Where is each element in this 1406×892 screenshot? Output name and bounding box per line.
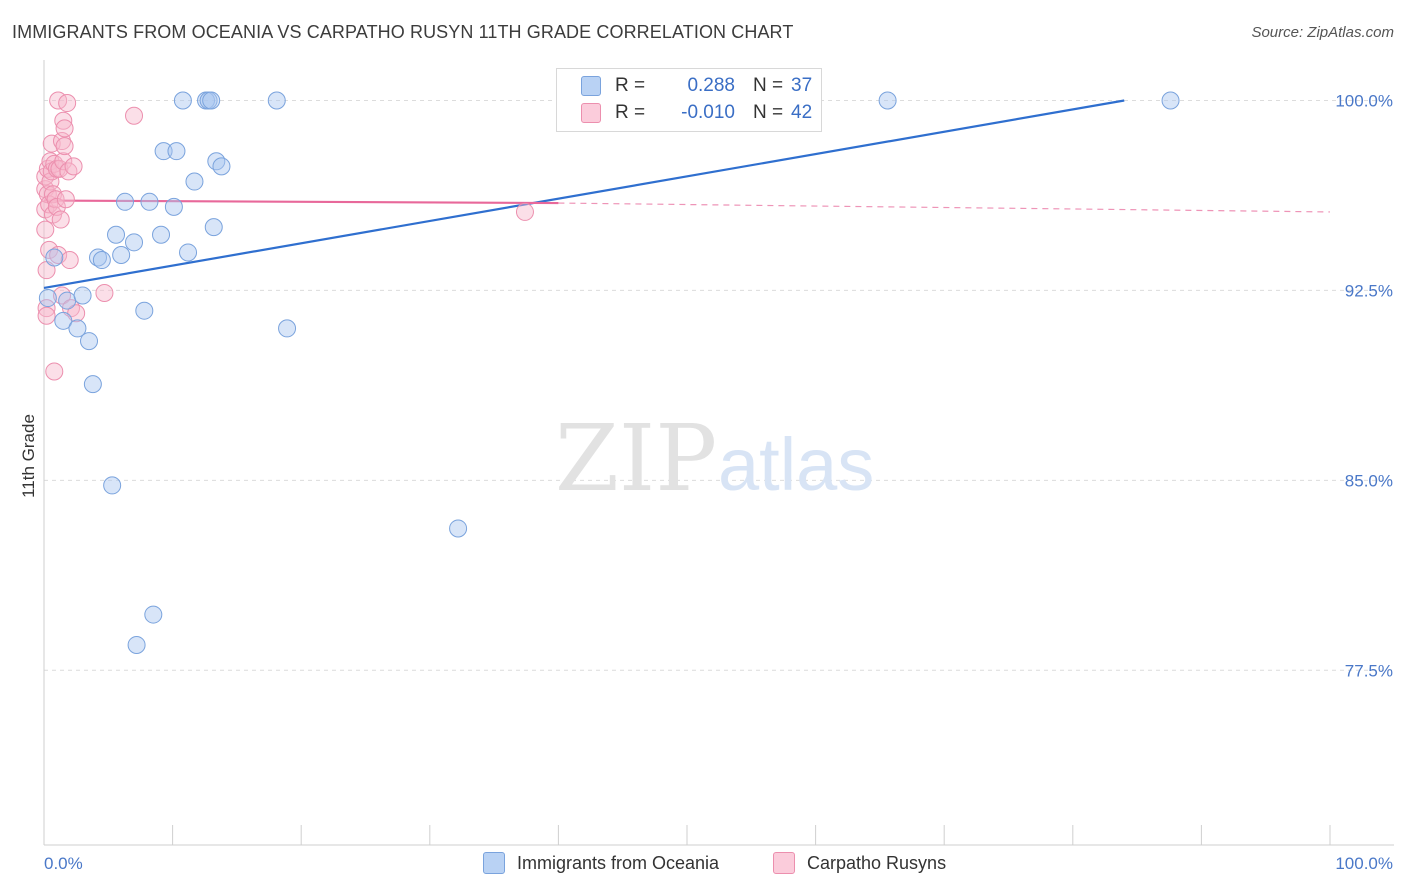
y-tick-label: 92.5% xyxy=(1345,281,1393,300)
point-rusyn xyxy=(56,190,75,209)
point-oceania xyxy=(92,251,111,270)
point-rusyn xyxy=(125,106,144,125)
trend-lines xyxy=(43,99,1331,289)
legend-n-value: 37 xyxy=(791,75,813,96)
y-tick-label: 77.5% xyxy=(1345,661,1393,680)
legend-r-value: -0.010 xyxy=(681,102,735,123)
bottom-legend: Immigrants from Oceania Carpatho Rusyns xyxy=(0,852,1406,878)
legend-r-value: 0.288 xyxy=(687,75,735,96)
point-rusyn xyxy=(95,283,114,302)
point-oceania xyxy=(164,197,183,216)
watermark-atlas: atlas xyxy=(718,423,874,506)
point-oceania xyxy=(45,248,64,267)
point-oceania xyxy=(212,157,231,176)
point-oceania xyxy=(125,233,144,252)
point-rusyn xyxy=(55,137,74,156)
point-oceania xyxy=(267,91,286,110)
trendline-oceania xyxy=(43,99,1125,289)
point-oceania xyxy=(144,605,163,624)
point-rusyn xyxy=(37,306,56,325)
x-tick-label-start: 0.0% xyxy=(44,854,83,873)
point-rusyn xyxy=(58,94,77,113)
x-tick-label-end: 100.0% xyxy=(1335,854,1393,873)
point-oceania xyxy=(154,142,173,161)
point-oceania xyxy=(112,245,131,264)
point-oceania xyxy=(80,332,99,351)
legend-item-rusyn: Carpatho Rusyns xyxy=(773,852,946,874)
point-rusyn xyxy=(51,210,70,229)
y-tick-label: 100.0% xyxy=(1335,92,1393,111)
stats-legend: R = 0.288 N = 37 R = -0.010 N = 42 xyxy=(556,68,822,132)
point-rusyn xyxy=(60,251,79,270)
y-axis-label: 11th Grade xyxy=(19,414,38,498)
point-oceania xyxy=(127,635,146,654)
point-rusyn xyxy=(54,152,73,171)
point-oceania xyxy=(68,319,87,338)
legend-swatch-pink xyxy=(581,103,601,123)
legend-row-rusyn: R = -0.010 N = 42 xyxy=(581,101,812,125)
axes xyxy=(43,60,1394,846)
point-oceania xyxy=(204,218,223,237)
legend-label-oceania: Immigrants from Oceania xyxy=(517,852,720,873)
point-oceania xyxy=(58,291,77,310)
point-oceania xyxy=(179,243,198,262)
point-oceania xyxy=(140,192,159,211)
point-oceania xyxy=(185,172,204,191)
point-rusyn xyxy=(45,362,64,381)
legend-row-oceania: R = 0.288 N = 37 xyxy=(581,74,812,98)
tick-labels: 77.5% 85.0% 92.5% 100.0% xyxy=(1335,92,1393,681)
point-rusyn xyxy=(59,162,78,181)
point-oceania xyxy=(1161,91,1180,110)
point-oceania xyxy=(173,91,192,110)
point-oceania xyxy=(278,319,297,338)
point-rusyn xyxy=(36,220,55,239)
point-oceania xyxy=(73,286,92,305)
legend-n-value: 42 xyxy=(791,102,813,123)
gridlines xyxy=(44,100,1394,671)
point-oceania xyxy=(38,289,57,308)
point-oceania xyxy=(83,375,102,394)
point-oceania xyxy=(878,91,897,110)
point-rusyn xyxy=(55,119,74,138)
point-oceania xyxy=(135,301,154,320)
trendline-rusyn-extension xyxy=(558,202,1331,213)
legend-label-rusyn: Carpatho Rusyns xyxy=(807,852,947,873)
legend-r-label: R = xyxy=(615,102,646,123)
legend-n-label: N = xyxy=(753,102,784,123)
point-oceania xyxy=(107,225,126,244)
source-label: Source: ZipAtlas.com xyxy=(1251,24,1394,41)
y-tick-label: 85.0% xyxy=(1345,471,1393,490)
chart-title: IMMIGRANTS FROM OCEANIA VS CARPATHO RUSY… xyxy=(12,22,794,42)
legend-r-label: R = xyxy=(615,75,646,96)
legend-n-label: N = xyxy=(753,75,784,96)
data-points xyxy=(36,91,1180,654)
legend-item-oceania: Immigrants from Oceania xyxy=(483,852,719,874)
point-oceania xyxy=(152,225,171,244)
point-rusyn xyxy=(54,111,73,130)
point-oceania xyxy=(116,192,135,211)
point-rusyn xyxy=(53,286,72,305)
point-oceania xyxy=(449,519,468,538)
trendline-rusyn xyxy=(43,199,559,205)
legend-swatch-blue xyxy=(581,76,601,96)
watermark-zip: ZIP xyxy=(555,405,717,512)
point-oceania xyxy=(54,311,73,330)
legend-swatch-pink xyxy=(773,852,795,874)
legend-swatch-blue xyxy=(483,852,505,874)
point-oceania xyxy=(167,142,186,161)
point-rusyn xyxy=(46,190,65,209)
point-oceania xyxy=(202,91,221,110)
point-oceania xyxy=(103,476,122,495)
point-oceania xyxy=(207,152,226,171)
point-rusyn xyxy=(515,202,534,221)
point-rusyn xyxy=(64,157,83,176)
